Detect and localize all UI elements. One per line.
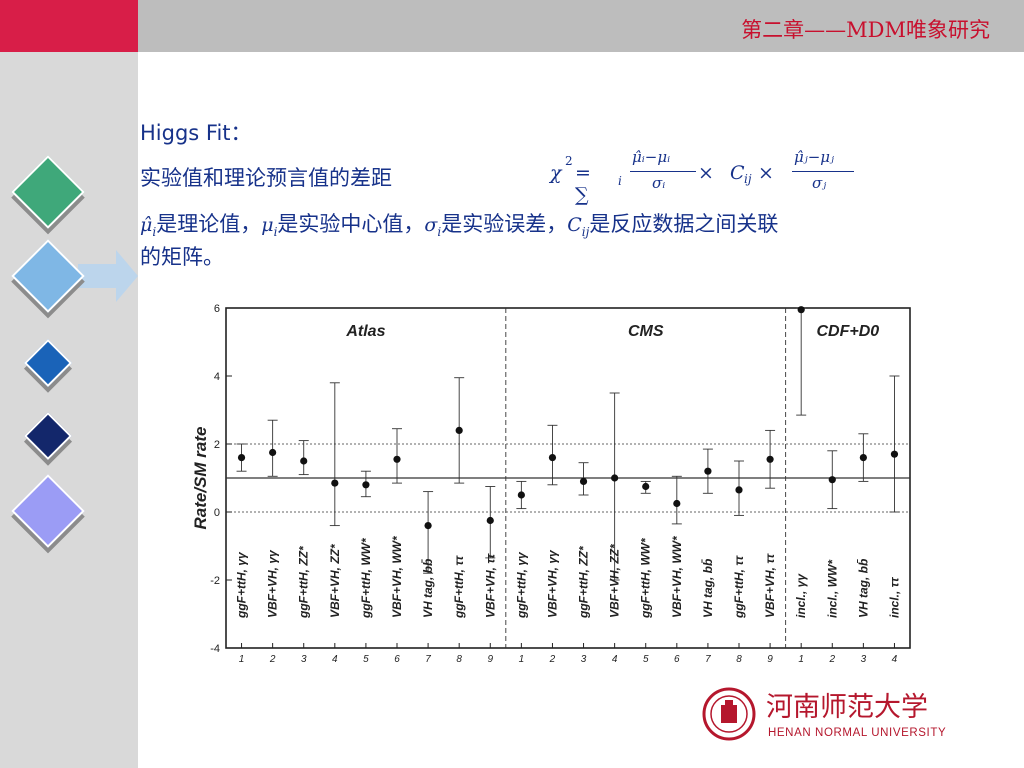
x-tick-label: 7: [705, 654, 711, 665]
x-tick-label: 9: [487, 654, 493, 665]
x-tick-label: 6: [394, 654, 400, 665]
group-label: Atlas: [345, 323, 385, 340]
data-point: [704, 467, 712, 475]
data-point: [642, 482, 650, 491]
channel-label: VH tag, bb̄: [701, 559, 715, 618]
data-point: [673, 499, 681, 508]
logo-name-en: HENAN NORMAL UNIVERSITY: [768, 727, 946, 739]
y-tick-label: -2: [210, 575, 220, 587]
x-tick-label: 5: [363, 654, 369, 665]
data-point: [486, 516, 494, 525]
x-tick-label: 1: [798, 654, 804, 665]
x-tick-label: 1: [239, 654, 245, 665]
logo-name-cn: 河南师范大学: [766, 692, 928, 723]
university-logo: 河南师范大学 HENAN NORMAL UNIVERSITY: [702, 687, 946, 741]
data-point: [300, 457, 308, 465]
channel-label: ggF+ttH, ττ: [452, 555, 466, 619]
x-tick-label: 3: [861, 654, 867, 665]
arrow-right-icon: [78, 250, 138, 302]
x-tick-label: 8: [456, 654, 462, 665]
x-tick-label: 2: [269, 654, 276, 665]
channel-label: ggF+ttH, ZZ*: [297, 545, 311, 619]
channel-label: VH tag, bb̄: [856, 559, 870, 618]
y-tick-label: -4: [210, 643, 220, 655]
channel-label: ggF+ttH, WW*: [639, 537, 653, 619]
channel-label: ggF+ttH, γγ: [235, 551, 249, 619]
channel-label: ggF+ttH, γγ: [514, 551, 528, 619]
channel-label: VBF+VH, ZZ*: [328, 543, 342, 618]
channel-label: incl., WW*: [825, 559, 839, 618]
channel-label: ggF+ttH, ZZ*: [577, 545, 591, 619]
channel-label: incl., ττ: [887, 576, 901, 618]
channel-label: VH tag, bb̄: [421, 559, 435, 618]
data-point: [579, 477, 588, 485]
channel-label: VBF+VH, γγ: [545, 549, 559, 618]
x-tick-label: 9: [767, 654, 773, 665]
x-tick-label: 4: [612, 654, 618, 665]
channel-label: VBF+VH, ττ: [483, 553, 497, 618]
channel-label: VBF+VH, γγ: [266, 549, 280, 618]
channel-label: ggF+ttH, ττ: [732, 555, 746, 619]
channel-label: incl., γγ: [794, 573, 808, 618]
data-point: [393, 455, 401, 463]
data-point: [237, 454, 246, 462]
channel-label: VBF+VH, WW*: [390, 535, 404, 618]
header-accent-block: [0, 0, 138, 52]
data-point: [766, 455, 774, 463]
data-point: [828, 476, 836, 484]
data-point: [517, 491, 525, 499]
x-tick-label: 3: [581, 654, 587, 665]
x-tick-label: 5: [643, 654, 649, 665]
y-axis-label: Rate/SM rate: [191, 427, 210, 530]
left-sidebar: [0, 52, 138, 768]
y-tick-label: 2: [214, 439, 220, 451]
header-bar: [138, 0, 1024, 52]
data-point: [331, 479, 339, 487]
x-tick-label: 6: [674, 654, 680, 665]
slide-heading: Higgs Fit：: [140, 121, 252, 145]
x-tick-label: 7: [425, 654, 431, 665]
data-point: [611, 474, 619, 482]
x-tick-label: 3: [301, 654, 307, 665]
data-point: [269, 448, 277, 457]
description-line-2: μ̂i是理论值，μi是实验中心值，σi是实验误差，Cij是反应数据之间关联: [140, 212, 779, 240]
x-tick-label: 4: [332, 654, 338, 665]
y-tick-label: 6: [214, 303, 220, 315]
data-point: [548, 454, 557, 462]
y-tick-label: 0: [214, 507, 220, 519]
x-tick-label: 2: [549, 654, 556, 665]
data-point: [455, 426, 463, 434]
chapter-title: 第二章——MDM唯象研究: [741, 18, 990, 42]
y-tick-label: 4: [214, 371, 220, 383]
x-tick-label: 4: [892, 654, 898, 665]
x-tick-label: 2: [828, 654, 835, 665]
higgs-fit-chart: -4 -2 0 2 4 6 Rate/SM rate 1 ggF+ttH, γγ 2 VBF+VH,…: [191, 303, 911, 665]
channel-label: VBF+VH, WW*: [670, 535, 684, 618]
data-point: [424, 522, 432, 530]
channel-label: VBF+VH, ττ: [763, 553, 777, 618]
channel-label: ggF+ttH, WW*: [359, 537, 373, 619]
description-line-1: 实验值和理论预言值的差距: [140, 166, 392, 190]
channel-label: VBF+VH, ZZ*: [608, 543, 622, 618]
x-tick-label: 8: [736, 654, 742, 665]
data-point: [890, 450, 899, 458]
description-line-3: 的矩阵。: [140, 245, 224, 269]
x-tick-label: 1: [519, 654, 525, 665]
data-point: [797, 306, 805, 314]
data-point: [735, 486, 743, 494]
group-label: CDF+D0: [816, 323, 879, 340]
group-label: CMS: [628, 323, 664, 340]
data-point: [859, 454, 867, 462]
data-point: [362, 481, 370, 489]
